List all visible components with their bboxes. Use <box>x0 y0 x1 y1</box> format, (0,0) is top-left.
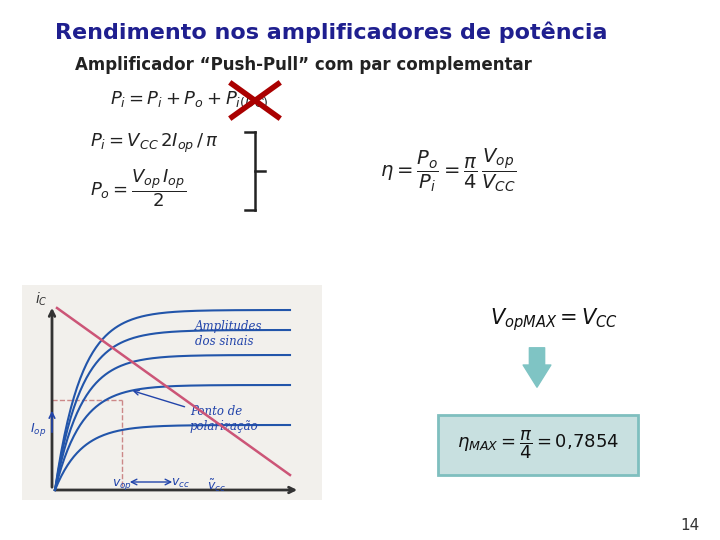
Text: $v_{cc}$: $v_{cc}$ <box>171 477 189 490</box>
Text: $V_{opMAX} = V_{CC}$: $V_{opMAX} = V_{CC}$ <box>490 307 618 333</box>
Text: $P_i = V_{CC}\,2I_{op}\,/\,\pi$: $P_i = V_{CC}\,2I_{op}\,/\,\pi$ <box>90 131 218 154</box>
Text: Amplitudes
dos sinais: Amplitudes dos sinais <box>195 320 263 348</box>
Text: $\eta = \dfrac{P_o}{P_i} = \dfrac{\pi}{4}\,\dfrac{V_{op}}{V_{CC}}$: $\eta = \dfrac{P_o}{P_i} = \dfrac{\pi}{4… <box>380 146 516 194</box>
FancyBboxPatch shape <box>438 415 638 475</box>
Text: $P_i = P_i + P_o + P_{i(DC)}$: $P_i = P_i + P_o + P_{i(DC)}$ <box>110 90 269 110</box>
FancyBboxPatch shape <box>22 285 322 500</box>
FancyArrowPatch shape <box>523 348 551 387</box>
Text: $P_o = \dfrac{V_{op}\,I_{op}}{2}$: $P_o = \dfrac{V_{op}\,I_{op}}{2}$ <box>90 167 186 209</box>
Text: 14: 14 <box>680 517 700 532</box>
Text: $\eta_{MAX} = \dfrac{\pi}{4} = 0{,}7854$: $\eta_{MAX} = \dfrac{\pi}{4} = 0{,}7854$ <box>457 429 619 461</box>
Text: Rendimento nos amplificadores de potência: Rendimento nos amplificadores de potênci… <box>55 21 608 43</box>
Text: $v_{op}$: $v_{op}$ <box>112 477 132 492</box>
Text: $I_{op}$: $I_{op}$ <box>30 422 46 438</box>
Text: Amplificador “Push-Pull” com par complementar: Amplificador “Push-Pull” com par complem… <box>75 56 532 74</box>
Text: $i_C$: $i_C$ <box>35 291 48 308</box>
Text: Ponto de
polarização: Ponto de polarização <box>134 390 258 433</box>
Text: $\tilde{v}_{cc}$: $\tilde{v}_{cc}$ <box>207 477 227 494</box>
